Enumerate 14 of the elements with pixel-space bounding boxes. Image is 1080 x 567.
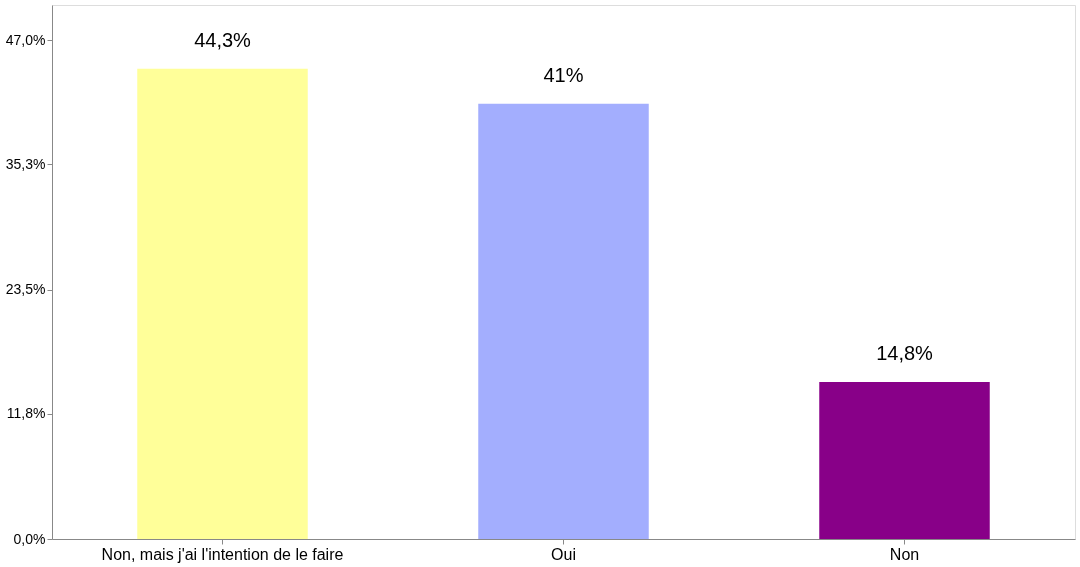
- data-label: 41%: [543, 63, 584, 86]
- bar: [137, 68, 308, 539]
- y-tick-label: 23,5%: [5, 281, 46, 298]
- y-tick-label: 0,0%: [13, 530, 46, 547]
- bar: [819, 381, 990, 539]
- data-label: 14,8%: [876, 341, 934, 364]
- data-label: 44,3%: [194, 28, 252, 51]
- x-tick-label: Non: [889, 545, 920, 563]
- y-tick-label: 35,3%: [5, 155, 46, 172]
- bar: [478, 103, 649, 539]
- y-tick-label: 11,8%: [6, 405, 46, 422]
- y-tick-label: 47,0%: [5, 31, 46, 48]
- x-tick-label: Non, mais j'ai l'intention de le faire: [101, 545, 344, 563]
- x-tick-label: Oui: [551, 545, 576, 563]
